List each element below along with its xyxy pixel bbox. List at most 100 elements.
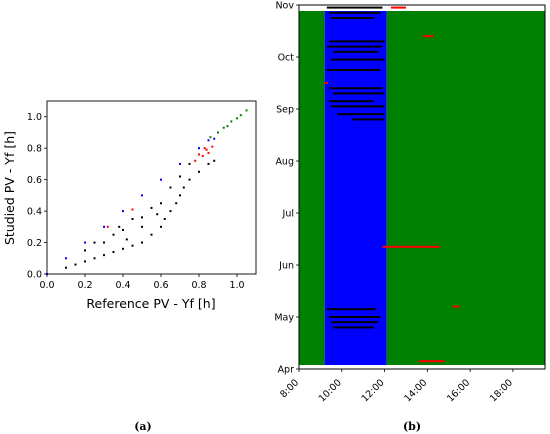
scatter-point-blue: [65, 257, 67, 260]
heatmap-y-tick-label: May: [274, 313, 294, 324]
caption-a: (a): [134, 420, 152, 433]
scatter-point-black: [175, 202, 178, 205]
heatmap-band-green: [299, 11, 325, 365]
scatter-point-red: [106, 225, 109, 228]
heatmap-y-tick-label: Sep: [276, 105, 294, 116]
scatter-chart: 0.0 0.2 0.4 0.6 0.8 1.0 0.0 0.2 0.4 0.6 0.8 1.0 Ref…: [2, 100, 257, 311]
scatter-point-black: [112, 233, 115, 236]
heatmap-x-tick-label: 16:00: [445, 377, 472, 404]
scatter-point-black: [160, 202, 162, 205]
scatter-point-black: [188, 162, 191, 165]
scatter-point-black: [213, 159, 216, 162]
scatter-point-green: [239, 114, 242, 117]
heatmap-marker-black: [326, 308, 377, 311]
scatter-point-black: [141, 216, 143, 219]
heatmap-marker-red: [453, 305, 460, 308]
scatter-x-tick-label: 0.8: [191, 280, 206, 291]
scatter-y-tick-label: 0.8: [27, 144, 42, 155]
heatmap-band-blue: [324, 11, 387, 365]
scatter-point-blue: [103, 225, 105, 228]
heatmap-marker-black: [328, 87, 383, 90]
heatmap-marker-black: [333, 326, 374, 329]
scatter-point-green: [245, 109, 248, 112]
heatmap-y-tick-label: Jul: [282, 209, 294, 220]
scatter-y-tick-label: 0.6: [27, 175, 42, 186]
scatter-point-red: [205, 148, 208, 151]
scatter-point-blue: [122, 210, 124, 213]
scatter-point-black: [179, 175, 181, 178]
scatter-point-black: [131, 244, 134, 247]
scatter-x-tick-label: 0.2: [77, 280, 92, 291]
heatmap-bands: [299, 11, 545, 365]
heatmap-marker-black: [328, 100, 374, 103]
heatmap-x-tick-label: 8:00: [278, 377, 301, 400]
scatter-point-black: [93, 257, 96, 260]
scatter-point-black: [93, 241, 96, 244]
heatmap-chart: Apr May Jun Jul Aug Sep Oct Nov 8:00 10:00 12:00 14…: [274, 1, 546, 404]
heatmap-marker-black: [333, 92, 385, 95]
heatmap-marker-black: [331, 58, 385, 61]
heatmap-marker-black: [352, 118, 385, 121]
scatter-point-blue: [160, 178, 162, 181]
scatter-x-axis-label: Reference PV - Yf [h]: [86, 296, 215, 311]
scatter-y-tick-label: 0.4: [27, 207, 42, 218]
scatter-point-black: [182, 186, 185, 189]
scatter-point-red: [201, 155, 204, 158]
heatmap-marker-black: [331, 17, 374, 19]
scatter-point-black: [65, 266, 67, 269]
scatter-y-tick-label: 0.2: [27, 238, 42, 249]
scatter-plot-area: [46, 100, 257, 275]
heatmap-marker-red: [418, 360, 445, 363]
heatmap-marker-black: [326, 69, 381, 71]
scatter-point-green: [230, 120, 233, 123]
heatmap-marker-black: [333, 50, 379, 53]
scatter-point-black: [131, 217, 134, 220]
scatter-point-black: [150, 233, 153, 236]
scatter-point-red: [207, 151, 210, 154]
scatter-point-black: [150, 206, 153, 209]
scatter-point-red: [203, 147, 206, 150]
scatter-point-black: [156, 213, 159, 216]
heatmap-x-tick-label: 14:00: [402, 377, 429, 404]
scatter-point-black: [122, 247, 124, 250]
scatter-point-black: [163, 217, 166, 220]
heatmap-marker-black: [326, 6, 383, 9]
scatter-point-red: [211, 145, 214, 148]
scatter-point-black: [112, 250, 115, 253]
scatter-point-blue: [213, 137, 216, 140]
scatter-point-black: [125, 238, 128, 241]
heatmap-marker-red: [324, 82, 328, 84]
scatter-point-black: [84, 260, 86, 263]
scatter-point-black: [169, 186, 172, 189]
scatter-x-tick-label: 0.0: [39, 280, 54, 291]
heatmap-marker-black: [326, 45, 383, 48]
scatter-point-green: [222, 126, 225, 129]
scatter-x-tick-label: 1.0: [229, 280, 244, 291]
caption-b: (b): [403, 420, 421, 433]
heatmap-y-tick-label: Aug: [275, 157, 294, 168]
heatmap-band-green: [386, 11, 545, 365]
heatmap-marker-black: [328, 316, 381, 318]
scatter-point-blue: [141, 194, 143, 197]
heatmap-marker-red: [423, 35, 434, 38]
heatmap-marker-black: [328, 40, 385, 43]
scatter-point-green: [236, 117, 238, 120]
scatter-point-blue: [207, 139, 210, 142]
scatter-point-black: [103, 254, 105, 257]
heatmap-y-tick-label: Oct: [278, 53, 295, 64]
scatter-point-green: [217, 131, 219, 134]
scatter-point-black: [188, 178, 191, 181]
scatter-point-red: [194, 159, 197, 162]
heatmap-x-tick-label: 10:00: [317, 377, 344, 404]
scatter-point-red: [198, 153, 200, 156]
heatmap-marker-red: [390, 6, 406, 9]
scatter-point-black: [160, 225, 162, 228]
scatter-ticks: 0.0 0.2 0.4 0.6 0.8 1.0 0.0 0.2 0.4 0.6 0.8 1.0: [27, 112, 245, 291]
heatmap-marker-black: [331, 321, 379, 324]
scatter-point-black: [169, 210, 172, 213]
scatter-point-black: [141, 241, 143, 244]
scatter-point-green: [226, 125, 229, 128]
heatmap-marker-black: [331, 105, 385, 108]
scatter-point-black: [207, 162, 210, 165]
